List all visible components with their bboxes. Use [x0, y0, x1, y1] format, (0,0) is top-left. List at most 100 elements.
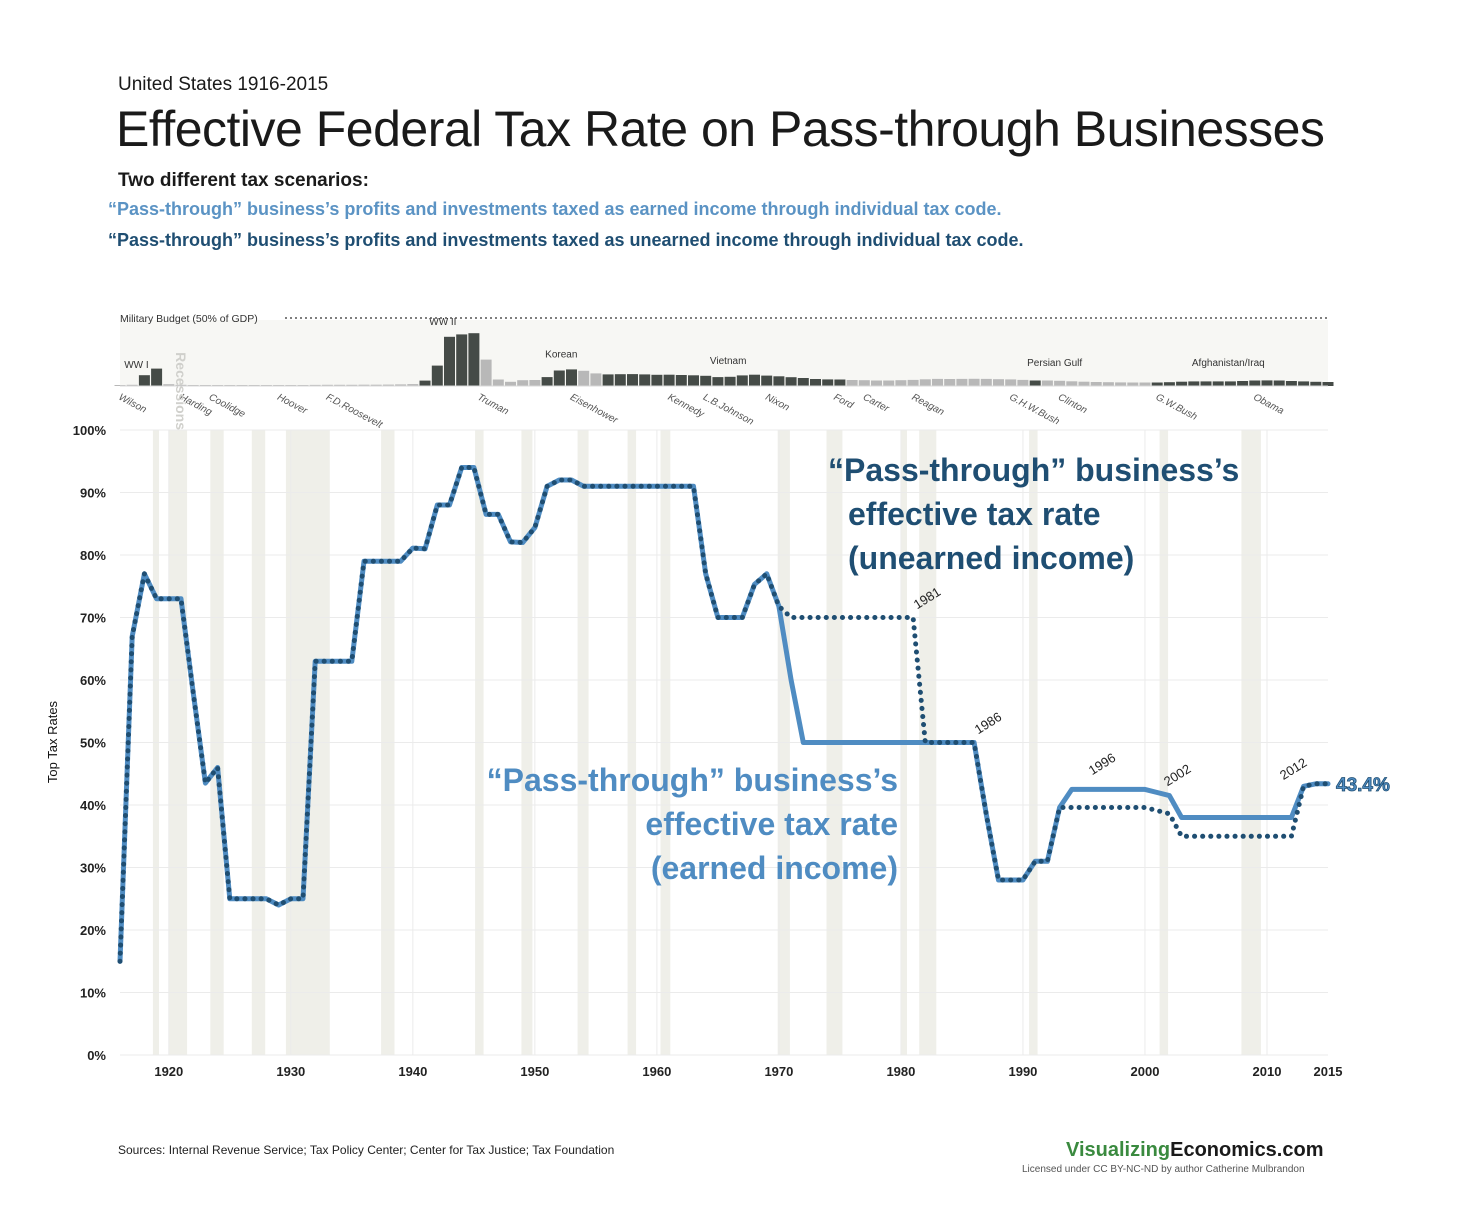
budget-bar [968, 378, 980, 386]
war-label: WW I [124, 360, 148, 371]
series-label-line: (earned income) [651, 850, 898, 886]
budget-bar [883, 380, 895, 386]
budget-bar [993, 379, 1004, 386]
budget-bar [956, 378, 968, 386]
president-label: Hoover [275, 392, 309, 417]
budget-bar [1066, 381, 1078, 386]
president-label: Wilson [117, 392, 149, 416]
war-label: Persian Gulf [1027, 358, 1082, 369]
y-tick-label: 100% [73, 423, 107, 438]
x-tick-label: 2015 [1314, 1064, 1343, 1079]
brand-part1: Visualizing [1066, 1139, 1171, 1161]
budget-bar [614, 374, 626, 386]
budget-bar [529, 380, 541, 386]
year-annotation: 1986 [972, 709, 1004, 737]
budget-bar [980, 378, 992, 386]
y-tick-label: 20% [80, 923, 106, 938]
budget-bar [1285, 381, 1297, 386]
budget-bar [1224, 381, 1236, 386]
budget-bar [1200, 381, 1212, 386]
x-tick-label: 1950 [520, 1064, 549, 1079]
budget-bar [1249, 380, 1261, 386]
budget-bar [785, 377, 797, 386]
x-tick-label: 1980 [886, 1064, 915, 1079]
x-tick-label: 1960 [642, 1064, 671, 1079]
budget-bar [407, 384, 419, 386]
budget-bar [858, 380, 870, 386]
budget-bar [1151, 382, 1163, 386]
budget-bar [1078, 381, 1090, 386]
budget-bar [1261, 380, 1273, 386]
budget-bar [1310, 381, 1322, 386]
budget-bar [480, 359, 492, 386]
budget-bar [822, 379, 834, 386]
series-label-earned: “Pass-through” business’s effective tax r… [487, 762, 898, 886]
budget-bar [907, 379, 919, 386]
budget-bar [419, 380, 431, 386]
sources-note: Sources: Internal Revenue Service; Tax P… [118, 1143, 615, 1157]
budget-bar [1017, 379, 1029, 386]
series-line-unearned [117, 465, 1331, 964]
budget-panel-bg [120, 320, 1328, 386]
war-label: WW II [429, 317, 456, 328]
budget-bar [346, 384, 358, 386]
recessions-label: Recessions [173, 352, 189, 430]
president-label: Reagan [910, 392, 946, 418]
page-title: Effective Federal Tax Rate on Pass-throu… [116, 101, 1325, 157]
budget-bar [675, 375, 687, 386]
series-label-line: effective tax rate [645, 806, 898, 842]
budget-bar [1127, 382, 1139, 386]
y-tick-label: 90% [80, 486, 106, 501]
brand-logo[interactable]: VisualizingEconomics.com [1066, 1139, 1324, 1162]
series-label-unearned: “Pass-through” business’s effective tax r… [828, 452, 1239, 576]
year-annotation: 1996 [1086, 750, 1118, 778]
budget-bar [724, 376, 736, 386]
budget-bar [749, 374, 760, 386]
budget-bar [797, 378, 809, 386]
budget-bar [175, 384, 187, 386]
kicker: United States 1916-2015 [118, 74, 329, 95]
budget-bar [1212, 381, 1224, 386]
president-label: G.W.Bush [1154, 392, 1199, 423]
budget-bar [395, 384, 407, 386]
president-label: Coolidge [207, 392, 247, 420]
budget-bar [944, 379, 956, 386]
president-label: G.H.W.Bush [1007, 392, 1061, 428]
president-label: Truman [475, 392, 510, 418]
budget-bar [431, 365, 443, 386]
president-label: Eisenhower [568, 392, 620, 427]
budget-bar [138, 375, 150, 386]
budget-bar [627, 374, 638, 386]
budget-bar [651, 374, 663, 386]
y-tick-label: 40% [80, 798, 106, 813]
budget-bar [810, 379, 821, 386]
scenario-unearned: “Pass-through” business’s profits and in… [108, 230, 1024, 250]
budget-bar [712, 377, 724, 386]
x-tick-label: 1970 [764, 1064, 793, 1079]
budget-bar [1005, 379, 1017, 386]
series-label-line: (unearned income) [848, 540, 1134, 576]
budget-bar [566, 369, 577, 386]
budget-bar [578, 370, 590, 386]
budget-bar [846, 380, 858, 386]
subtitle: Two different tax scenarios: [118, 170, 369, 191]
budget-bar [1298, 381, 1310, 386]
budget-bar [358, 384, 370, 386]
budget-bar [688, 375, 699, 386]
budget-bar [1054, 380, 1066, 386]
budget-bar [151, 368, 163, 386]
x-tick-label: 1990 [1008, 1064, 1037, 1079]
budget-bar [700, 375, 712, 386]
x-tick-label: 1940 [398, 1064, 427, 1079]
budget-bar [492, 379, 504, 386]
budget-bar [919, 379, 931, 386]
budget-bar [1176, 381, 1188, 386]
budget-bar [444, 336, 455, 386]
war-label: Korean [545, 349, 577, 360]
president-label: Ford [832, 392, 856, 412]
budget-bar [553, 370, 565, 386]
president-label: Carter [861, 392, 891, 415]
y-tick-label: 50% [80, 736, 106, 751]
budget-bar [382, 384, 394, 386]
series-label-line: effective tax rate [848, 496, 1101, 532]
